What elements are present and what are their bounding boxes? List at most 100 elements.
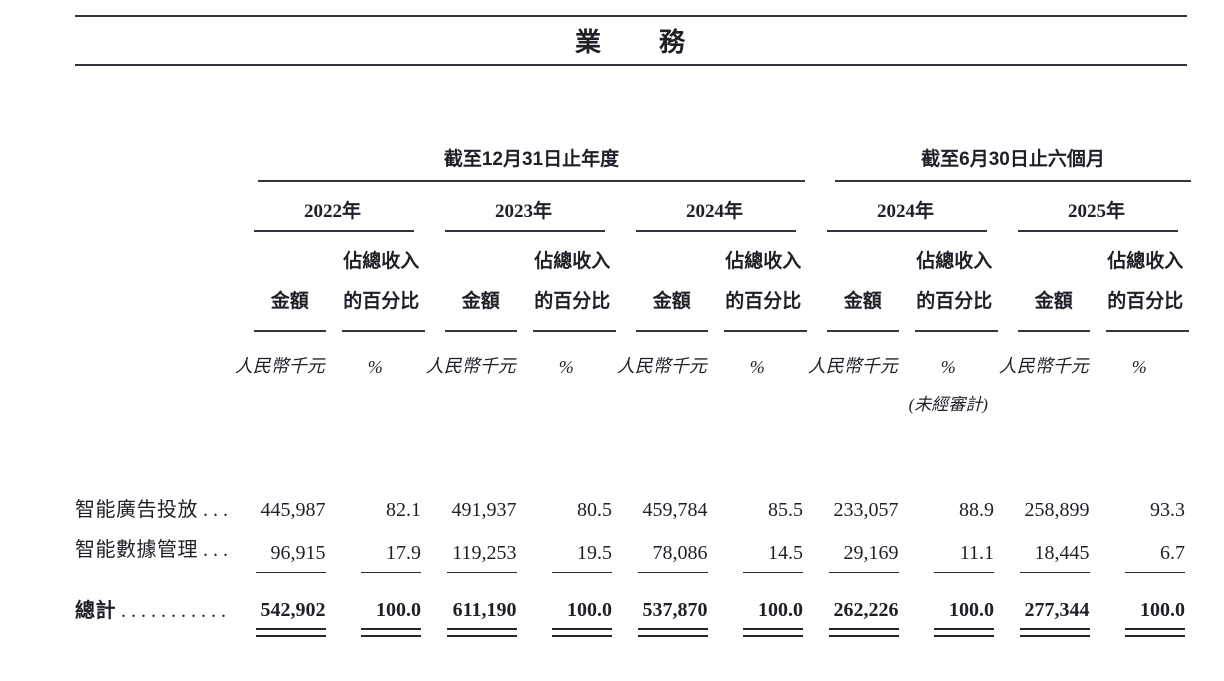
subtotal-rule: [446, 572, 517, 573]
total-double-rule: [828, 628, 899, 637]
amount-unit-label: 人民幣千元: [616, 356, 707, 376]
header-underline: [1018, 330, 1090, 332]
amount-cell: 96,915: [232, 526, 328, 573]
total-double-rule: [255, 628, 326, 637]
percent-header: 佔總收入 的百分比: [328, 232, 425, 332]
percent-unit-label: %: [940, 357, 956, 377]
percent-cell: 11.1: [901, 526, 997, 573]
percent-unit-label: %: [749, 357, 765, 377]
year-header-row: 2022年 2023年 2024年 2024年 2025年: [75, 180, 1224, 232]
year-underline: [254, 230, 414, 232]
year-underline: [445, 230, 605, 232]
year-underline: [827, 230, 987, 232]
section-title-band: 業 務: [75, 15, 1187, 66]
header-underline: [254, 330, 326, 332]
row-label-cell: 智能數據管理....: [75, 526, 232, 573]
unaudited-note: (未經審計): [908, 395, 988, 414]
amount-header: 金額: [805, 232, 901, 332]
total-percent-cell: 100.0: [901, 573, 997, 637]
total-label: 總計: [75, 600, 116, 622]
amount-unit-label: 人民幣千元: [234, 356, 325, 376]
leader-dots: ...........: [121, 600, 231, 622]
total-double-rule: [1125, 628, 1185, 637]
subtotal-rule: [255, 572, 326, 573]
percent-cell: 93.3: [1150, 499, 1185, 521]
total-amount-cell: 277,344: [996, 573, 1092, 637]
subtotal-rule: [828, 572, 899, 573]
subtotal-rule: [637, 572, 708, 573]
subtotal-rule: [1125, 572, 1185, 573]
label-column-spacer: [75, 180, 232, 232]
unaudited-row: (未經審計): [75, 382, 1224, 420]
total-percent-cell: 100.0: [1092, 573, 1188, 637]
percent-cell: 82.1: [386, 499, 421, 521]
leader-dots: ....: [203, 499, 232, 521]
amount-unit-label: 人民幣千元: [425, 356, 516, 376]
year-underline: [636, 230, 796, 232]
units-row: 人民幣千元 % 人民幣千元 % 人民幣千元 % 人民幣千元 % 人民幣千元 %: [75, 332, 1224, 382]
percent-header: 佔總收入 的百分比: [710, 232, 807, 332]
label-column-spacer: [75, 332, 232, 382]
total-amount-cell: 611,190: [423, 573, 519, 637]
percent-cell: 85.5: [768, 499, 803, 521]
total-percent-cell: 100.0: [328, 573, 424, 637]
label-column-spacer: [75, 144, 232, 182]
total-double-rule: [552, 628, 612, 637]
percent-cell: 17.9: [328, 526, 424, 573]
year-label: 2024年: [876, 201, 934, 222]
header-underline: [341, 330, 425, 332]
column-header-row: 金額 佔總收入 的百分比 金額 佔總收入 的百分比 金額 佔總收入 的百分比 金…: [75, 232, 1224, 332]
total-double-rule: [934, 628, 994, 637]
subtotal-rule: [743, 572, 803, 573]
total-double-rule: [446, 628, 517, 637]
page-title: 業 務: [574, 28, 687, 57]
year-header-2024-interim: 2024年: [805, 180, 996, 232]
total-double-rule: [361, 628, 421, 637]
percent-cell: 19.5: [519, 526, 615, 573]
total-amount-cell: 542,902: [232, 573, 328, 637]
percent-unit-label: %: [558, 357, 574, 377]
total-double-rule: [1019, 628, 1090, 637]
period-group-row: 截至12月31日止年度 截至6月30日止六個月: [75, 144, 1224, 182]
year-label: 2025年: [1067, 201, 1125, 222]
percent-unit-label: %: [1131, 357, 1147, 377]
label-column-spacer: [75, 232, 232, 332]
header-underline: [445, 330, 517, 332]
header-underline: [532, 330, 616, 332]
table-row-smart-ad: 智能廣告投放.... 445,987 82.1 491,937 80.5 459…: [75, 482, 1224, 526]
amount-unit-label: 人民幣千元: [998, 356, 1089, 376]
year-label: 2023年: [494, 201, 552, 222]
percent-cell: 80.5: [577, 499, 612, 521]
amount-header: 金額: [996, 232, 1092, 332]
amount-unit-label: 人民幣千元: [807, 356, 898, 376]
subtotal-rule: [1019, 572, 1090, 573]
amount-cell: 18,445: [996, 526, 1092, 573]
header-underline: [827, 330, 899, 332]
amount-header: 金額: [614, 232, 710, 332]
percent-header: 佔總收入 的百分比: [519, 232, 616, 332]
vertical-spacer: [0, 420, 1224, 482]
amount-cell: 29,169: [805, 526, 901, 573]
subtotal-rule: [361, 572, 421, 573]
amount-header: 金額: [232, 232, 328, 332]
percent-unit-label: %: [367, 357, 383, 377]
year-header-2024: 2024年: [614, 180, 805, 232]
row-label-cell: 總計...........: [75, 573, 232, 637]
subtotal-rule: [552, 572, 612, 573]
total-amount-cell: 537,870: [614, 573, 710, 637]
header-underline: [1105, 330, 1189, 332]
prospectus-page: { "page_title": "業 務", "table": { "group…: [0, 15, 1224, 681]
percent-header: 佔總收入 的百分比: [1092, 232, 1189, 332]
year-header-2023: 2023年: [423, 180, 614, 232]
amount-cell: 491,937: [451, 499, 517, 521]
year-label: 2022年: [303, 201, 361, 222]
table-row-total: 總計........... 542,902 100.0 611,190 100.…: [75, 573, 1224, 637]
subtotal-rule: [934, 572, 994, 573]
amount-cell: 233,057: [833, 499, 899, 521]
percent-header: 佔總收入 的百分比: [901, 232, 998, 332]
amount-cell: 258,899: [1024, 499, 1090, 521]
year-underline: [1018, 230, 1178, 232]
revenue-breakdown-table: 截至12月31日止年度 截至6月30日止六個月 2022年 2023年 2024…: [0, 144, 1224, 637]
total-percent-cell: 100.0: [519, 573, 615, 637]
year-header-2022: 2022年: [232, 180, 423, 232]
